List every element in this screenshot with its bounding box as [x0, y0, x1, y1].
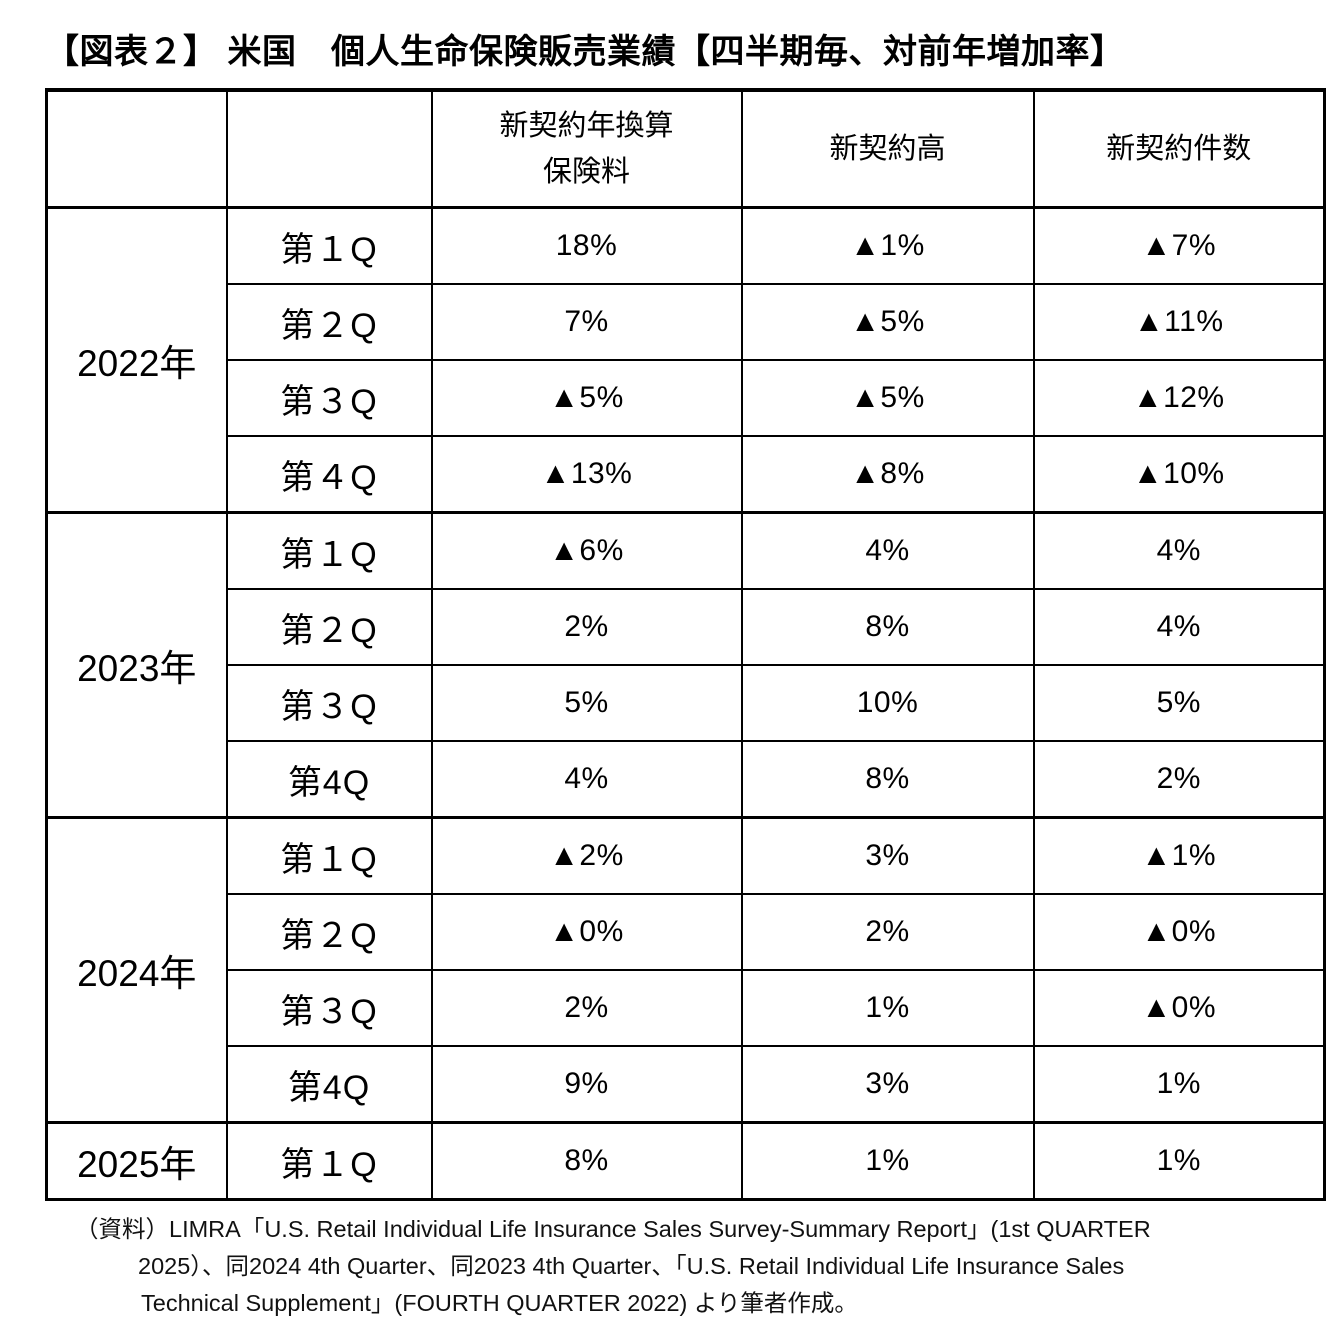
- premium-value: 9%: [430, 1045, 743, 1124]
- table-row: 2023年 第１Q ▲6% 4% 4%: [45, 511, 1326, 819]
- face-amount-value: ▲8%: [740, 435, 1035, 514]
- quarter-label: 第２Q: [225, 893, 433, 971]
- table-row: 第３Q 2% 1% ▲0%: [47, 969, 1326, 1047]
- premium-value: 2%: [430, 588, 743, 666]
- policy-count-value: ▲11%: [1032, 283, 1326, 361]
- source-line-1: （資料）LIMRA「U.S. Retail Individual Life In…: [75, 1216, 1151, 1242]
- quarter-label: 第１Q: [225, 1121, 433, 1201]
- policy-count-value: ▲10%: [1032, 435, 1326, 514]
- table-row: 第4Q 9% 3% 1%: [47, 1045, 1326, 1124]
- face-amount-value: 1%: [740, 969, 1035, 1047]
- face-amount-value: 10%: [740, 664, 1035, 742]
- header-year-blank: [45, 89, 228, 209]
- source-line-3: Technical Supplement」(FOURTH QUARTER 202…: [141, 1290, 858, 1316]
- policy-count-value: 2%: [1032, 740, 1326, 819]
- premium-value: ▲2%: [430, 816, 743, 895]
- premium-value: 4%: [430, 740, 743, 819]
- quarter-label: 第１Q: [225, 511, 433, 590]
- table-row: 第２Q 7% ▲5% ▲11%: [47, 283, 1326, 361]
- premium-value: ▲6%: [430, 511, 743, 590]
- quarter-label: 第4Q: [225, 740, 433, 819]
- year-label-2025: 2025年: [45, 1121, 228, 1201]
- quarter-label: 第4Q: [225, 1045, 433, 1124]
- premium-value: ▲0%: [430, 893, 743, 971]
- policy-count-value: ▲7%: [1032, 206, 1326, 285]
- policy-count-value: ▲12%: [1032, 359, 1326, 437]
- premium-value: 5%: [430, 664, 743, 742]
- quarter-label: 第１Q: [225, 206, 433, 285]
- face-amount-value: 2%: [740, 893, 1035, 971]
- face-amount-value: 3%: [740, 1045, 1035, 1124]
- table-row: 2025年 第１Q 8% 1% 1%: [45, 1121, 1326, 1201]
- premium-value: 2%: [430, 969, 743, 1047]
- table-row: 第２Q 2% 8% 4%: [47, 588, 1326, 666]
- policy-count-value: 1%: [1032, 1045, 1326, 1124]
- sales-performance-table: 新契約年換算 保険料 新契約高 新契約件数 2022年 第１Q 18% ▲1% …: [45, 88, 1326, 1201]
- premium-value: 18%: [430, 206, 743, 285]
- policy-count-value: 4%: [1032, 588, 1326, 666]
- table-row: 第4Q 4% 8% 2%: [47, 740, 1326, 819]
- face-amount-value: 1%: [740, 1121, 1035, 1201]
- table-row: 2022年 第１Q 18% ▲1% ▲7%: [45, 206, 1326, 514]
- face-amount-value: ▲1%: [740, 206, 1035, 285]
- table-row: 2024年 第１Q ▲2% 3% ▲1%: [45, 816, 1326, 1124]
- year-label-2022: 2022年: [45, 206, 228, 514]
- header-policy-count: 新契約件数: [1032, 89, 1326, 209]
- quarter-label: 第３Q: [225, 664, 433, 742]
- premium-value: ▲5%: [430, 359, 743, 437]
- table-row: 第３Q ▲5% ▲5% ▲12%: [47, 359, 1326, 437]
- face-amount-value: 8%: [740, 740, 1035, 819]
- quarter-label: 第１Q: [225, 816, 433, 895]
- face-amount-value: 4%: [740, 511, 1035, 590]
- table-row: 第２Q ▲0% 2% ▲0%: [47, 893, 1326, 971]
- year-label-2023: 2023年: [45, 511, 228, 819]
- header-quarter-blank: [225, 89, 433, 209]
- header-premium: 新契約年換算 保険料: [430, 89, 743, 209]
- figure-title: 【図表２】 米国 個人生命保険販売業績【四半期毎、対前年増加率】: [45, 33, 1125, 71]
- source-note: （資料）LIMRA「U.S. Retail Individual Life In…: [45, 1211, 1323, 1322]
- quarter-label: 第２Q: [225, 588, 433, 666]
- face-amount-value: 8%: [740, 588, 1035, 666]
- policy-count-value: ▲1%: [1032, 816, 1326, 895]
- face-amount-value: ▲5%: [740, 359, 1035, 437]
- source-line-2: 2025）、同2024 4th Quarter、同2023 4th Quarte…: [138, 1253, 1125, 1279]
- quarter-label: 第４Q: [225, 435, 433, 514]
- table-header-row: 新契約年換算 保険料 新契約高 新契約件数: [45, 89, 1326, 209]
- premium-value: 8%: [430, 1121, 743, 1201]
- policy-count-value: 1%: [1032, 1121, 1326, 1201]
- header-face-amount: 新契約高: [740, 89, 1035, 209]
- quarter-label: 第３Q: [225, 969, 433, 1047]
- quarter-label: 第２Q: [225, 283, 433, 361]
- policy-count-value: ▲0%: [1032, 893, 1326, 971]
- policy-count-value: ▲0%: [1032, 969, 1326, 1047]
- policy-count-value: 5%: [1032, 664, 1326, 742]
- policy-count-value: 4%: [1032, 511, 1326, 590]
- face-amount-value: 3%: [740, 816, 1035, 895]
- face-amount-value: ▲5%: [740, 283, 1035, 361]
- premium-value: 7%: [430, 283, 743, 361]
- table-row: 第４Q ▲13% ▲8% ▲10%: [47, 435, 1326, 514]
- table-row: 第３Q 5% 10% 5%: [47, 664, 1326, 742]
- premium-value: ▲13%: [430, 435, 743, 514]
- year-label-2024: 2024年: [45, 816, 228, 1124]
- quarter-label: 第３Q: [225, 359, 433, 437]
